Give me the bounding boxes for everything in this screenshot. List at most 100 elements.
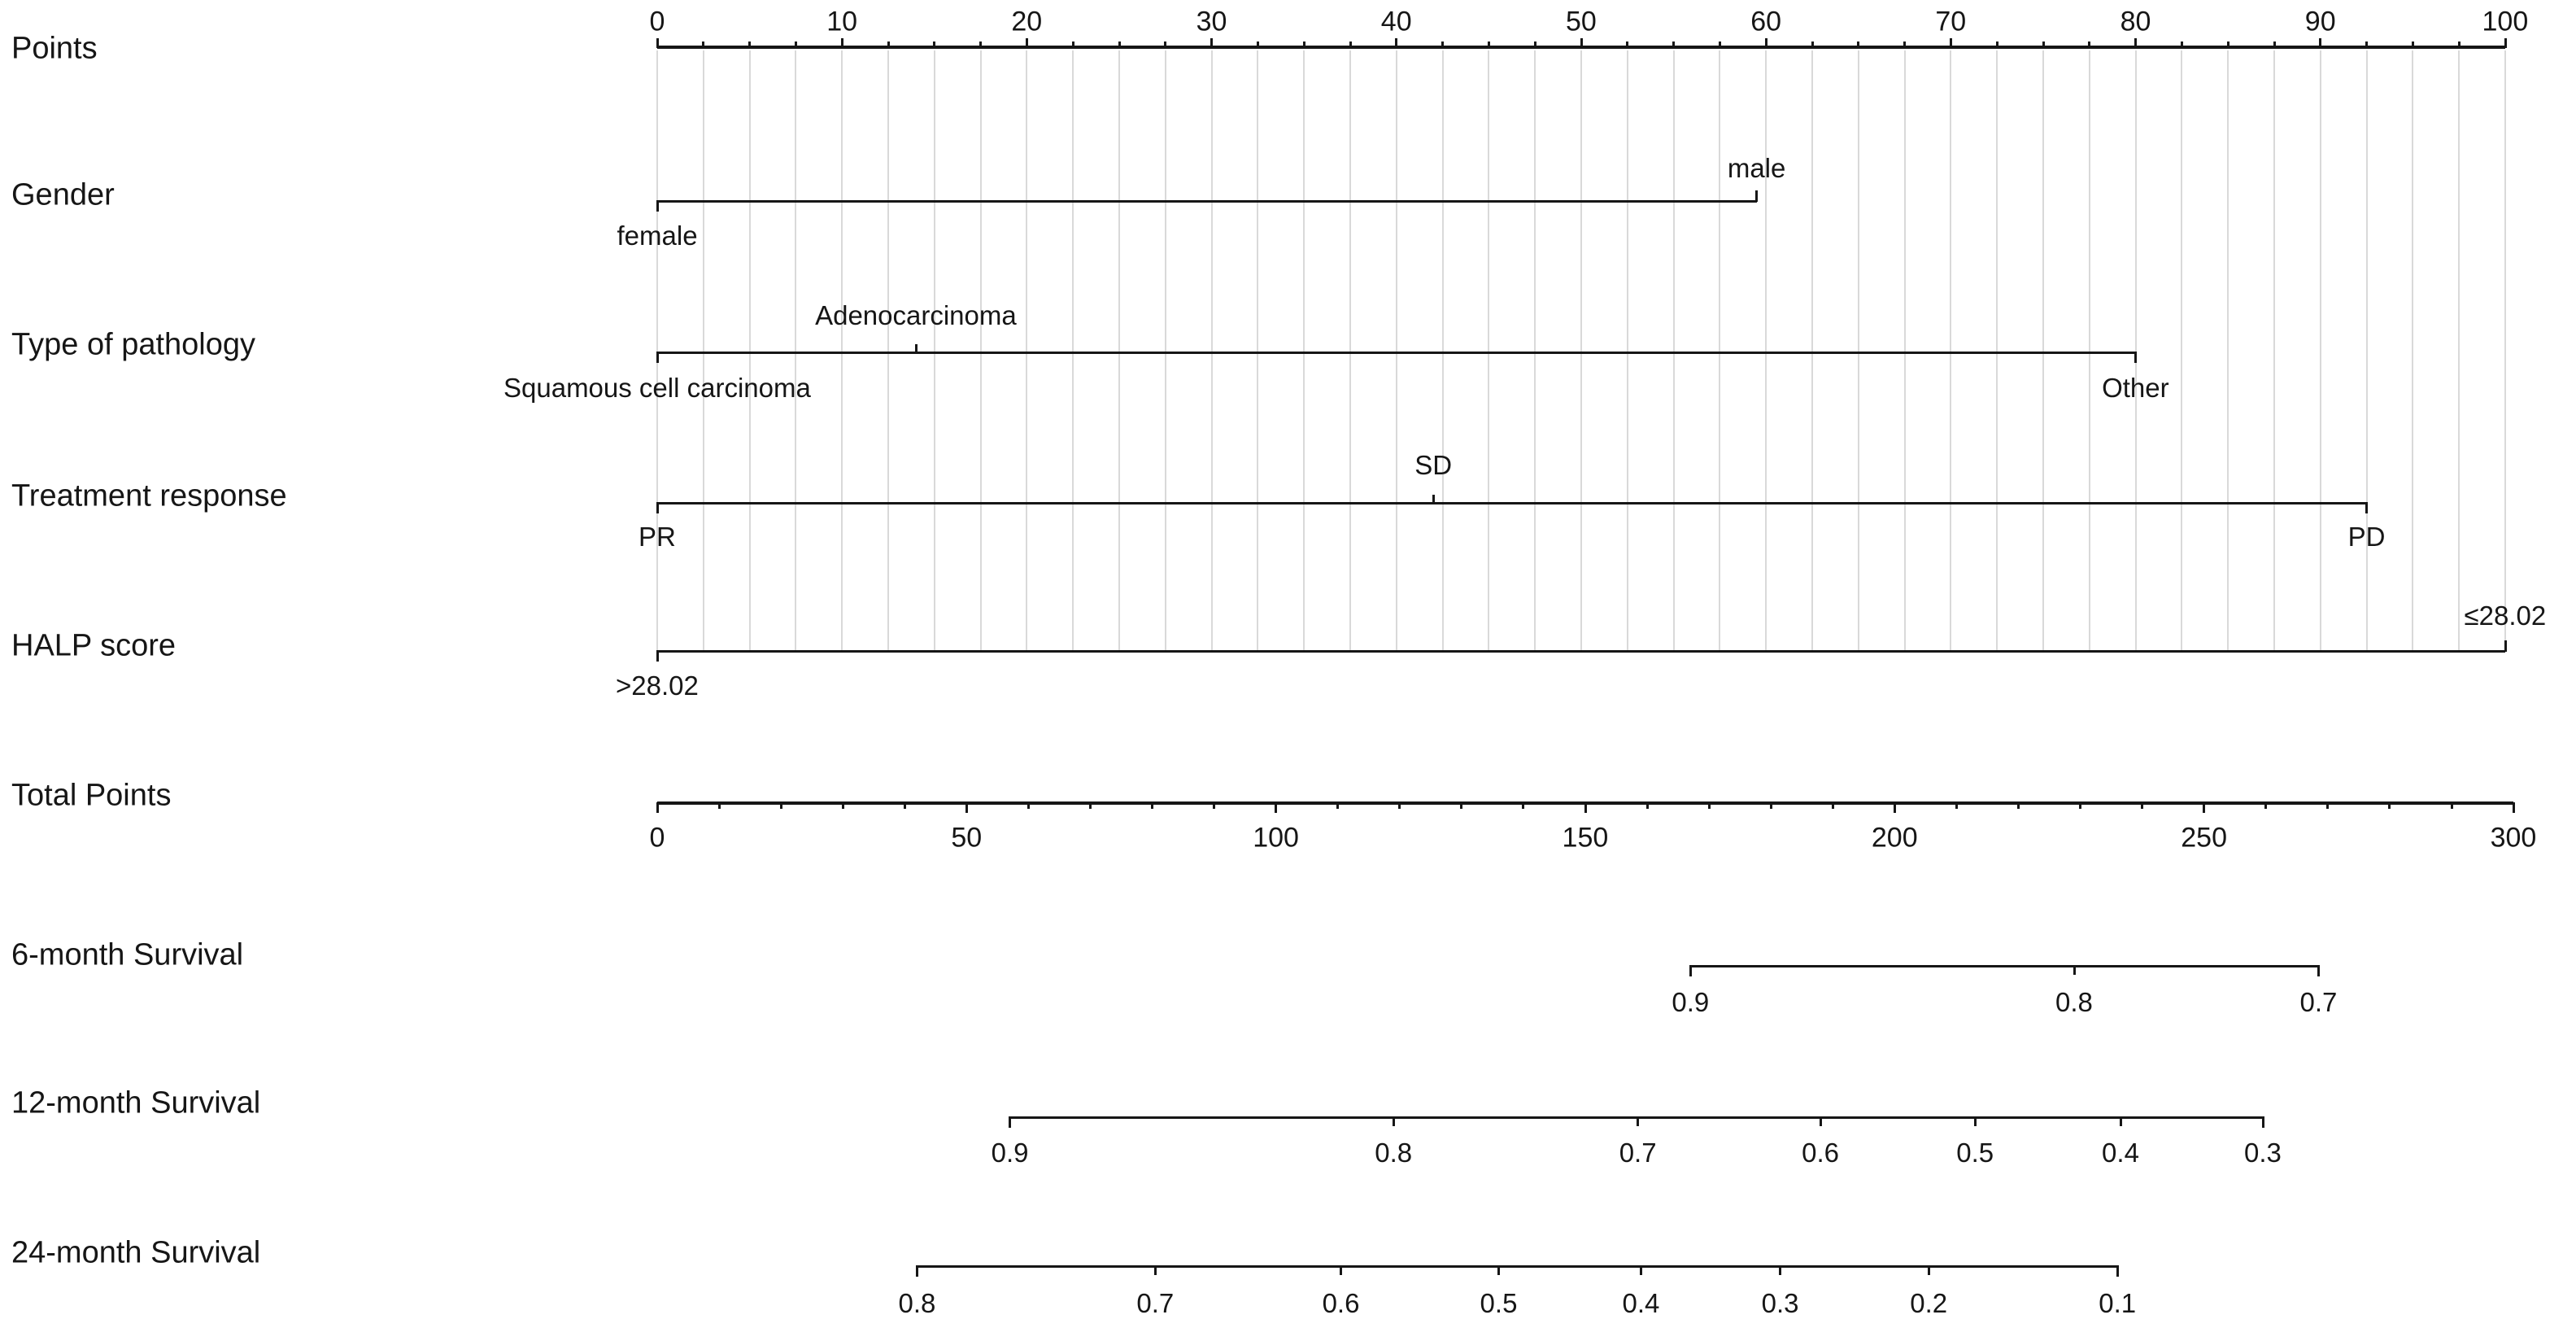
total-points-minor-tick — [2450, 802, 2453, 809]
points-axis-major-tick — [1025, 38, 1028, 48]
points-axis-minor-tick — [2042, 41, 2045, 48]
points-axis-tick-label: 90 — [2304, 6, 2336, 37]
points-axis-minor-tick — [2365, 41, 2369, 48]
category-label: Adenocarcinoma — [815, 300, 1017, 330]
points-axis-tick-label: 40 — [1380, 6, 1412, 37]
gridline — [702, 50, 704, 651]
survival-tick — [2119, 1116, 2122, 1126]
survival-tick-label: 0.9 — [991, 1138, 1029, 1168]
total-points-minor-tick — [841, 802, 844, 809]
gridline — [1072, 50, 1074, 651]
points-axis-major-tick — [1949, 38, 1952, 48]
gridline — [1580, 50, 1582, 651]
predictor-axis-line — [657, 649, 2505, 653]
gridline — [1903, 50, 1906, 651]
total-points-minor-tick — [1336, 802, 1340, 809]
points-axis-tick-label: 30 — [1196, 6, 1227, 37]
points-axis-minor-tick — [2273, 41, 2276, 48]
gridline — [1811, 50, 1813, 651]
survival-axis-line — [1690, 964, 2319, 967]
points-axis-minor-tick — [933, 41, 936, 48]
survival-tick-label: 0.8 — [2055, 987, 2093, 1017]
category-tick — [656, 200, 659, 212]
points-axis-minor-tick — [2411, 41, 2414, 48]
survival-tick-label: 0.5 — [1480, 1288, 1518, 1318]
survival-tick — [2073, 965, 2076, 975]
category-tick — [2134, 352, 2138, 363]
total-points-minor-tick — [1707, 802, 1711, 809]
survival-tick-label: 0.9 — [1672, 987, 1710, 1017]
total-points-minor-tick — [1460, 802, 1463, 809]
points-axis-minor-tick — [1071, 41, 1074, 48]
survival-tick — [2261, 1116, 2264, 1128]
total-points-major-tick — [1893, 802, 1896, 813]
total-points-minor-tick — [1769, 802, 1772, 809]
survival-tick-label: 0.8 — [1375, 1138, 1413, 1168]
survival-tick — [1637, 1116, 1640, 1126]
points-axis-minor-tick — [1256, 41, 1259, 48]
points-axis-minor-tick — [1857, 41, 1860, 48]
points-axis-minor-tick — [2180, 41, 2183, 48]
survival-tick-label: 0.8 — [898, 1288, 936, 1318]
gridline — [1395, 50, 1397, 651]
gridline — [1996, 50, 1998, 651]
points-axis-minor-tick — [1164, 41, 1167, 48]
gridline — [1857, 50, 1859, 651]
row-label-6-month-survival: 6-month Survival — [11, 937, 244, 972]
gridline — [1534, 50, 1536, 651]
survival-tick — [1640, 1265, 1642, 1275]
category-label: Other — [2102, 373, 2169, 403]
points-axis-major-tick — [1764, 38, 1767, 48]
survival-tick-label: 0.4 — [2102, 1138, 2139, 1168]
total-points-minor-tick — [2264, 802, 2268, 809]
row-label-halp-score: HALP score — [11, 628, 177, 663]
points-axis-major-tick — [1395, 38, 1398, 48]
points-axis-minor-tick — [794, 41, 797, 48]
category-tick — [2504, 640, 2507, 652]
gridline — [887, 50, 889, 651]
total-points-tick-label: 150 — [1562, 822, 1609, 854]
total-points-minor-tick — [1831, 802, 1834, 809]
total-points-major-tick — [656, 802, 659, 813]
row-label-points: Points — [11, 31, 98, 66]
points-axis-tick-label: 80 — [2120, 6, 2151, 37]
total-points-minor-tick — [2079, 802, 2082, 809]
points-axis-major-tick — [656, 38, 659, 48]
points-axis-tick-label: 0 — [649, 6, 665, 37]
gridline — [2504, 50, 2506, 651]
points-axis-minor-tick — [748, 41, 752, 48]
total-points-minor-tick — [1645, 802, 1649, 809]
category-tick — [1755, 190, 1759, 202]
total-points-minor-tick — [779, 802, 782, 809]
row-label-treatment-response: Treatment response — [11, 478, 287, 513]
gridline — [1257, 50, 1259, 651]
category-label: Squamous cell carcinoma — [503, 373, 811, 403]
total-points-tick-label: 0 — [649, 822, 665, 854]
row-label-12-month-survival: 12-month Survival — [11, 1085, 261, 1120]
gridline — [1950, 50, 1952, 651]
gridline — [656, 50, 658, 651]
survival-tick-label: 0.6 — [1802, 1138, 1839, 1168]
total-points-tick-label: 300 — [2490, 822, 2537, 854]
gridline — [1303, 50, 1305, 651]
survival-tick-label: 0.2 — [1910, 1288, 1948, 1318]
points-axis-major-tick — [1580, 38, 1583, 48]
survival-tick — [1779, 1265, 1782, 1275]
category-tick — [656, 352, 659, 363]
row-label-24-month-survival: 24-month Survival — [11, 1235, 261, 1270]
points-axis-minor-tick — [1811, 41, 1814, 48]
survival-tick — [1153, 1265, 1157, 1275]
points-axis-tick-label: 20 — [1011, 6, 1043, 37]
total-points-minor-tick — [2326, 802, 2330, 809]
survival-tick — [1340, 1265, 1343, 1275]
category-tick — [1432, 495, 1435, 504]
gridline — [2365, 50, 2368, 651]
gridline — [2042, 50, 2044, 651]
points-axis-minor-tick — [1672, 41, 1676, 48]
gridline — [933, 50, 935, 651]
survival-tick — [915, 1265, 918, 1277]
gridline — [2273, 50, 2275, 651]
gridline — [1765, 50, 1767, 651]
gridline — [748, 50, 751, 651]
